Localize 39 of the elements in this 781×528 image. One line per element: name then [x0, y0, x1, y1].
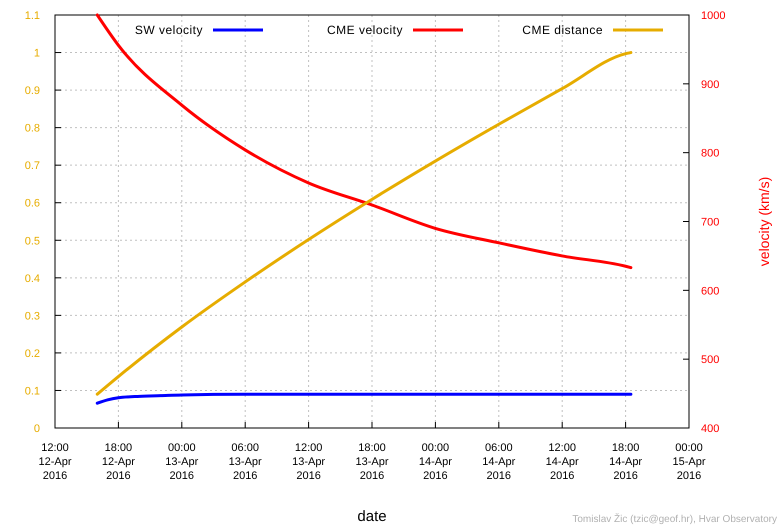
- y2-tick-label: 700: [701, 216, 720, 228]
- x-tick-label: 12:00 14-Apr 2016: [546, 442, 580, 482]
- legend-label: CME velocity: [326, 23, 403, 37]
- y2-tick-label: 900: [701, 78, 720, 91]
- line-series: [96, 392, 632, 405]
- y-tick-label: 0.1: [24, 385, 40, 398]
- legend-label: CME distance: [522, 23, 603, 37]
- y-tick-label: 0.5: [24, 235, 40, 248]
- legend-label: SW velocity: [134, 23, 203, 37]
- y-tick-label: 0.9: [24, 85, 40, 98]
- y-tick-label: 0.2: [24, 348, 40, 360]
- x-tick-label: 12:00 12-Apr 2016: [38, 442, 72, 482]
- x-tick-label: 18:00 14-Apr 2016: [609, 442, 642, 482]
- y2-tick-label: 800: [701, 148, 720, 160]
- y-tick-label: 0.4: [24, 272, 40, 285]
- y-tick-label: 0.8: [24, 122, 40, 135]
- text: Tomislav Žic (tzic@geof.hr), Hvar Observatory: [572, 513, 777, 525]
- y-tick-label: 0.6: [24, 198, 40, 210]
- y2-tick-label: 600: [701, 285, 720, 298]
- y2-axis-title: velocity (km/s): [756, 176, 772, 266]
- x-tick-label: 00:00 13-Apr 2016: [165, 442, 199, 482]
- x-tick-label: 00:00 14-Apr 2016: [418, 442, 452, 482]
- y-tick-label: 1: [34, 48, 40, 60]
- x-tick-label: 12:00 13-Apr 2016: [292, 442, 326, 482]
- x-tick-label: 18:00 13-Apr 2016: [355, 442, 389, 482]
- line-series: [96, 14, 632, 270]
- y2-tick-label: 1000: [701, 10, 726, 22]
- y-tick-label: 0: [34, 423, 40, 435]
- y-tick-label: 0.7: [24, 160, 40, 172]
- x-tick-label: 06:00 13-Apr 2016: [228, 442, 262, 482]
- y-tick-label: 1.1: [24, 10, 40, 22]
- y2-tick-label: 500: [701, 354, 720, 366]
- y2-tick-label: 400: [701, 423, 720, 435]
- line-series: [96, 51, 632, 396]
- x-tick-label: 06:00 14-Apr 2016: [482, 442, 516, 482]
- x-tick-label: 18:00 12-Apr 2016: [102, 442, 136, 482]
- y-tick-label: 0.3: [24, 310, 40, 322]
- x-axis-title: date: [357, 508, 387, 525]
- x-tick-label: 00:00 15-Apr 2016: [672, 442, 706, 482]
